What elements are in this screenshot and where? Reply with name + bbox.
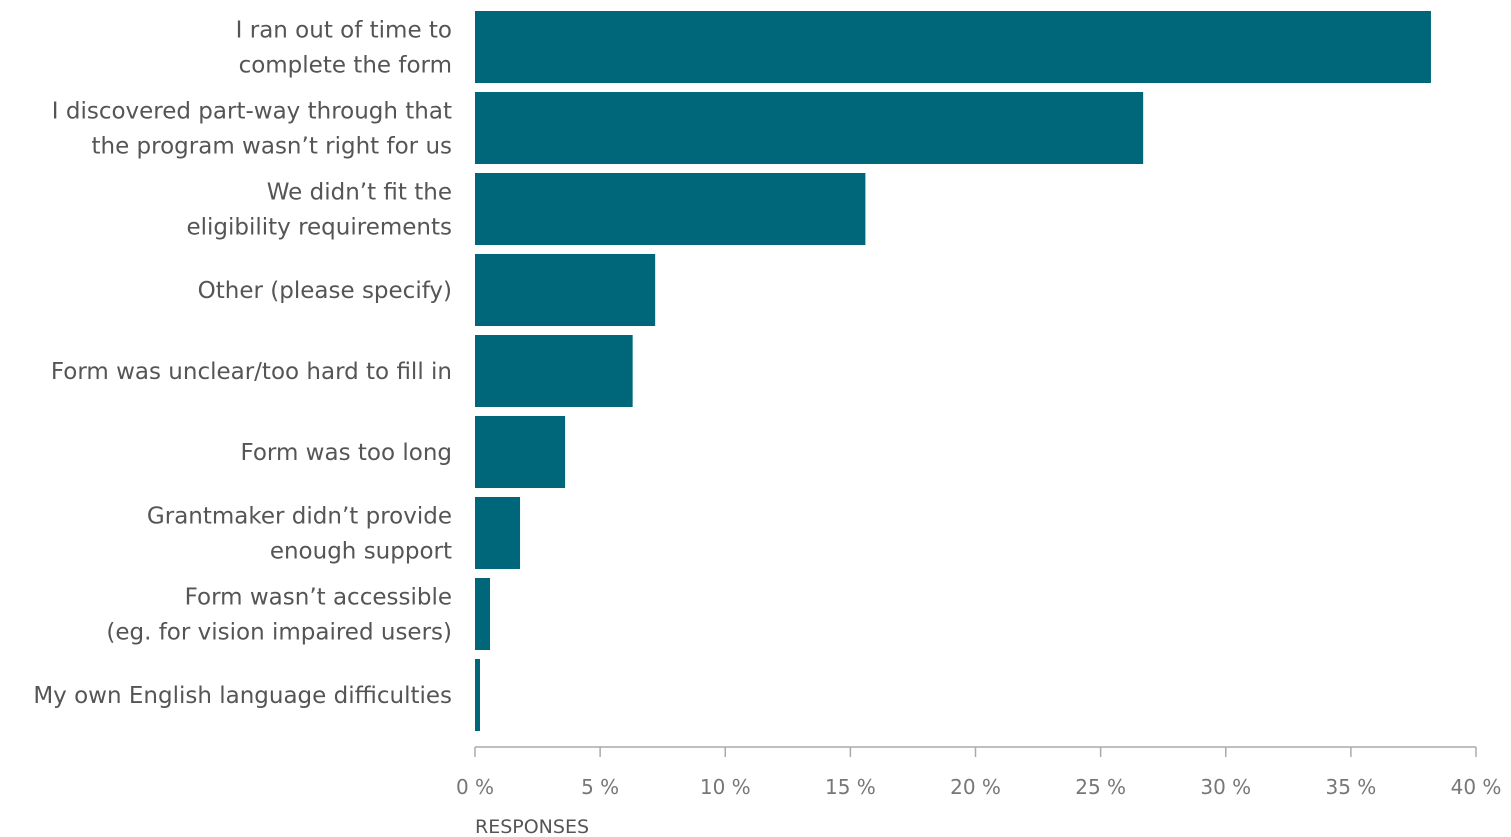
bars-layer — [475, 11, 1431, 731]
x-tick-label: 5 % — [581, 775, 619, 799]
category-label-5: Form was too long — [240, 440, 452, 466]
bar-7 — [475, 578, 491, 650]
x-tick-label: 10 % — [700, 775, 751, 799]
category-label-3: Other (please specify) — [198, 278, 452, 304]
bar-0 — [475, 11, 1431, 83]
category-label-0: I ran out of time to complete the form — [236, 18, 452, 79]
x-tick-label: 20 % — [950, 775, 1001, 799]
category-label-line: Form was unclear/too hard to fill in — [51, 359, 452, 385]
category-label-1: I discovered part-way through that the pr… — [52, 99, 452, 160]
category-label-line: Form wasn’t accessible — [185, 585, 452, 611]
x-tick-label: 0 % — [456, 775, 494, 799]
category-label-2: We didn’t fit the eligibility requirement… — [186, 180, 452, 241]
bar-4 — [475, 335, 633, 407]
x-axis: 0 % 5 % 10 % 15 % 20 % 25 % 30 % 35 % 40 % — [456, 746, 1502, 799]
category-label-8: My own English language difficulties — [33, 683, 452, 709]
bar-6 — [475, 497, 521, 569]
category-label-line: I discovered part-way through that — [52, 99, 452, 125]
category-label-line: Grantmaker didn’t provide — [147, 504, 452, 530]
x-tick-label: 15 % — [825, 775, 876, 799]
category-label-line: My own English language difficulties — [33, 683, 452, 709]
category-label-7: Form wasn’t accessible (eg. for vision im… — [106, 585, 452, 646]
bar-1 — [475, 92, 1144, 164]
category-label-line: Other (please specify) — [198, 278, 452, 304]
category-label-line: complete the form — [239, 53, 452, 79]
category-label-line: We didn’t fit the — [267, 180, 452, 206]
bar-3 — [475, 254, 656, 326]
x-tick-label: 25 % — [1075, 775, 1126, 799]
bar-2 — [475, 173, 866, 245]
category-label-line: Form was too long — [240, 440, 452, 466]
category-label-4: Form was unclear/too hard to fill in — [51, 359, 452, 385]
category-label-line: I ran out of time to — [236, 18, 452, 44]
category-label-line: (eg. for vision impaired users) — [106, 620, 452, 646]
category-label-line: eligibility requirements — [186, 215, 452, 241]
category-label-line: enough support — [270, 539, 452, 565]
x-tick-label: 30 % — [1200, 775, 1251, 799]
category-label-line: the program wasn’t right for us — [92, 134, 453, 160]
category-labels: I ran out of time to complete the form I d… — [33, 18, 452, 710]
x-tick-label: 40 % — [1451, 775, 1502, 799]
category-label-6: Grantmaker didn’t provide enough support — [147, 504, 452, 565]
bar-5 — [475, 416, 566, 488]
x-tick-label: 35 % — [1325, 775, 1376, 799]
bar-8 — [475, 659, 481, 731]
x-axis-title: RESPONSES — [475, 816, 589, 837]
